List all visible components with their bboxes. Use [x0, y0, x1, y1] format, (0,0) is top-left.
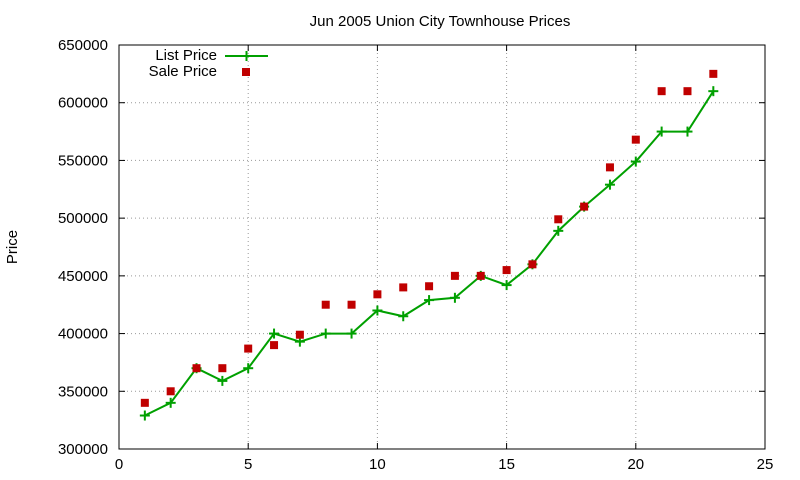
series-layer — [139, 69, 719, 421]
point-sale-price — [218, 364, 227, 373]
point-sale-price — [140, 398, 149, 407]
point-sale-price — [166, 387, 175, 396]
point-list-price — [630, 156, 641, 167]
point-list-price — [501, 280, 512, 291]
y-tick-label: 650000 — [58, 37, 108, 54]
point-sale-price — [683, 87, 692, 96]
point-sale-price — [709, 69, 718, 78]
x-tick-label: 10 — [369, 456, 386, 473]
point-sale-price — [631, 135, 640, 144]
x-tick-label: 25 — [757, 456, 774, 473]
y-tick-label: 350000 — [58, 383, 108, 400]
y-tick-label: 550000 — [58, 152, 108, 169]
point-list-price — [217, 375, 228, 386]
point-list-price — [708, 86, 719, 97]
y-tick-label: 300000 — [58, 441, 108, 458]
point-sale-price — [502, 266, 511, 275]
point-sale-price — [270, 341, 279, 350]
y-tick-label: 500000 — [58, 210, 108, 227]
y-tick-label: 450000 — [58, 268, 108, 285]
y-tick-label: 400000 — [58, 326, 108, 343]
point-sale-price — [554, 215, 563, 224]
point-list-price — [372, 305, 383, 316]
x-tick-label: 15 — [498, 456, 515, 473]
point-list-price — [656, 126, 667, 137]
point-list-price — [449, 292, 460, 303]
point-list-price — [269, 328, 280, 339]
plot-frame — [118, 44, 766, 450]
x-tick-label: 20 — [627, 456, 644, 473]
point-list-price — [243, 363, 254, 374]
point-sale-price — [295, 330, 304, 339]
point-list-price — [346, 328, 357, 339]
point-sale-price — [657, 87, 666, 96]
point-sale-price — [476, 271, 485, 280]
point-list-price — [553, 225, 564, 236]
point-list-price — [604, 179, 615, 190]
series-line-list-price — [144, 90, 715, 417]
legend-marker-list-price — [241, 51, 252, 61]
legend-label-sale-price: Sale Price — [149, 63, 217, 80]
chart-title: Jun 2005 Union City Townhouse Prices — [310, 13, 571, 30]
x-tick-label: 5 — [244, 456, 252, 473]
point-list-price — [424, 295, 435, 306]
legend: List Price Sale Price — [149, 47, 268, 80]
point-sale-price — [373, 290, 382, 299]
point-list-price — [165, 397, 176, 408]
point-sale-price — [580, 202, 589, 211]
y-axis-label: Price — [4, 230, 21, 264]
point-list-price — [682, 126, 693, 137]
legend-marker-sale-price — [242, 68, 250, 76]
grid — [119, 45, 765, 449]
point-sale-price — [605, 163, 614, 172]
point-sale-price — [347, 300, 356, 309]
point-sale-price — [425, 282, 434, 291]
point-sale-price — [528, 260, 537, 269]
x-tick-label: 0 — [115, 456, 123, 473]
point-list-price — [398, 311, 409, 322]
point-sale-price — [399, 283, 408, 292]
point-sale-price — [244, 344, 253, 353]
point-sale-price — [321, 300, 330, 309]
point-list-price — [139, 410, 150, 421]
legend-label-list-price: List Price — [155, 47, 217, 64]
point-list-price — [320, 328, 331, 339]
point-sale-price — [450, 271, 459, 280]
axis-ticks: 0 5 10 15 20 25 300000 350000 400000 450000 500000… — [58, 37, 773, 473]
point-sale-price — [192, 364, 201, 373]
y-tick-label: 600000 — [58, 95, 108, 112]
